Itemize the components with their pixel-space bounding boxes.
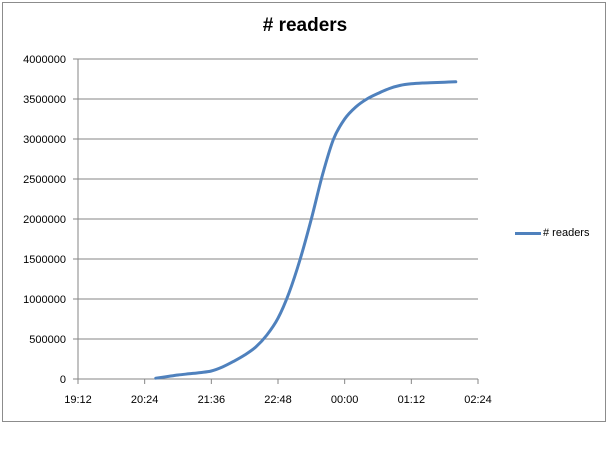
y-tick-label: 2000000 <box>23 214 66 226</box>
y-tick-label: 2500000 <box>23 174 66 186</box>
x-tick-label: 19:12 <box>64 394 92 406</box>
chart-title: # readers <box>262 15 348 36</box>
y-tick-label: 3500000 <box>23 94 66 106</box>
x-tick-label: 00:00 <box>331 394 359 406</box>
y-tick-label: 500000 <box>29 334 66 346</box>
series-line <box>154 80 458 380</box>
chart-plot: 0 500000 1000000 1500000 2000000 2500000 30000… <box>23 54 492 406</box>
x-tick-label: 22:48 <box>264 394 292 406</box>
legend-swatch <box>515 231 541 235</box>
x-tick-label: 21:36 <box>198 394 226 406</box>
y-tick-label: 3000000 <box>23 134 66 146</box>
legend-label: # readers <box>543 227 590 239</box>
x-tick-label: 01:12 <box>398 394 426 406</box>
y-tick-label: 1500000 <box>23 254 66 266</box>
x-tick-label: 02:24 <box>464 394 492 406</box>
y-tick-label: 1000000 <box>23 294 66 306</box>
y-tick-label: 0 <box>60 374 66 386</box>
legend: # readers <box>515 227 589 239</box>
chart-area: # readers 0 500000 1000000 1500000 2000000 25… <box>2 2 606 422</box>
y-tick-label: 4000000 <box>23 54 66 66</box>
x-tick-label: 20:24 <box>131 394 159 406</box>
